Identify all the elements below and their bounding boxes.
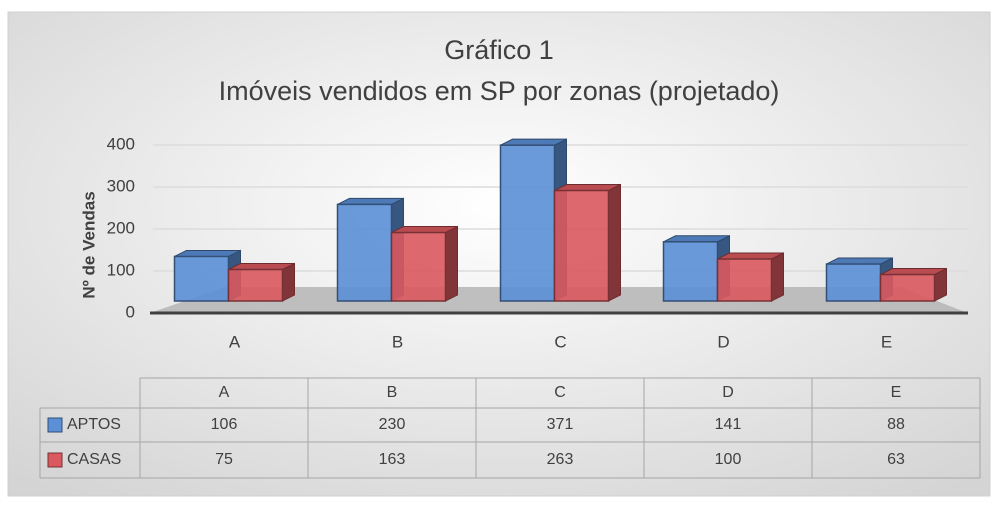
table-cell: 263 [547, 451, 574, 468]
x-tick-label: C [554, 332, 566, 351]
bar [336, 203, 393, 302]
chart-area [7, 11, 991, 497]
bar-top [554, 184, 621, 192]
bar-top [174, 249, 241, 257]
legend-swatch [47, 452, 63, 468]
y-tick-label: 200 [107, 218, 135, 237]
bar-top [500, 138, 567, 146]
x-tick-label: B [392, 332, 403, 351]
x-tick-label: E [881, 332, 892, 351]
bar-top [717, 252, 784, 260]
bar-top [337, 197, 404, 205]
table-cell: 100 [715, 451, 742, 468]
table-header: C [554, 384, 566, 401]
table-cell: 163 [379, 451, 406, 468]
y-tick-label: 0 [126, 302, 135, 321]
bar-top [391, 226, 458, 234]
bar [716, 258, 773, 302]
bar-side [445, 225, 458, 302]
bar [390, 231, 447, 302]
table-header: D [722, 384, 734, 401]
table-cell: 230 [379, 416, 406, 433]
table-cell: 75 [215, 451, 233, 468]
legend-swatch [47, 417, 63, 433]
y-tick-label: 400 [107, 134, 135, 153]
x-tick-label: A [229, 332, 241, 351]
bar-side [608, 183, 621, 302]
y-tick-label: 300 [107, 176, 135, 195]
y-tick-label: 100 [107, 260, 135, 279]
bar-top [826, 257, 893, 265]
bar-top [228, 263, 295, 270]
table-header: B [387, 384, 398, 401]
table-cell: 88 [887, 416, 905, 433]
bar [879, 273, 936, 302]
x-tick-label: D [717, 332, 729, 351]
bar [662, 241, 719, 302]
bar [553, 189, 610, 302]
chart-title: Gráfico 1 [444, 35, 554, 65]
y-axis-label: Nº de Vendas [79, 191, 98, 298]
bar-top [880, 268, 947, 276]
table-cell: 371 [547, 416, 574, 433]
bar-side [771, 252, 784, 302]
bar [173, 255, 230, 302]
table-cell: 141 [715, 416, 742, 433]
legend-label: CASAS [67, 451, 121, 468]
table-cell: 63 [887, 451, 905, 468]
bar [227, 268, 284, 302]
chart-subtitle: Imóveis vendidos em SP por zonas (projet… [219, 76, 780, 106]
table-cell: 106 [211, 416, 238, 433]
legend-label: APTOS [67, 416, 121, 433]
bar [825, 263, 882, 302]
table-header: A [219, 384, 230, 401]
table-header: E [891, 384, 902, 401]
bar-top [663, 235, 730, 243]
bar [499, 144, 556, 302]
